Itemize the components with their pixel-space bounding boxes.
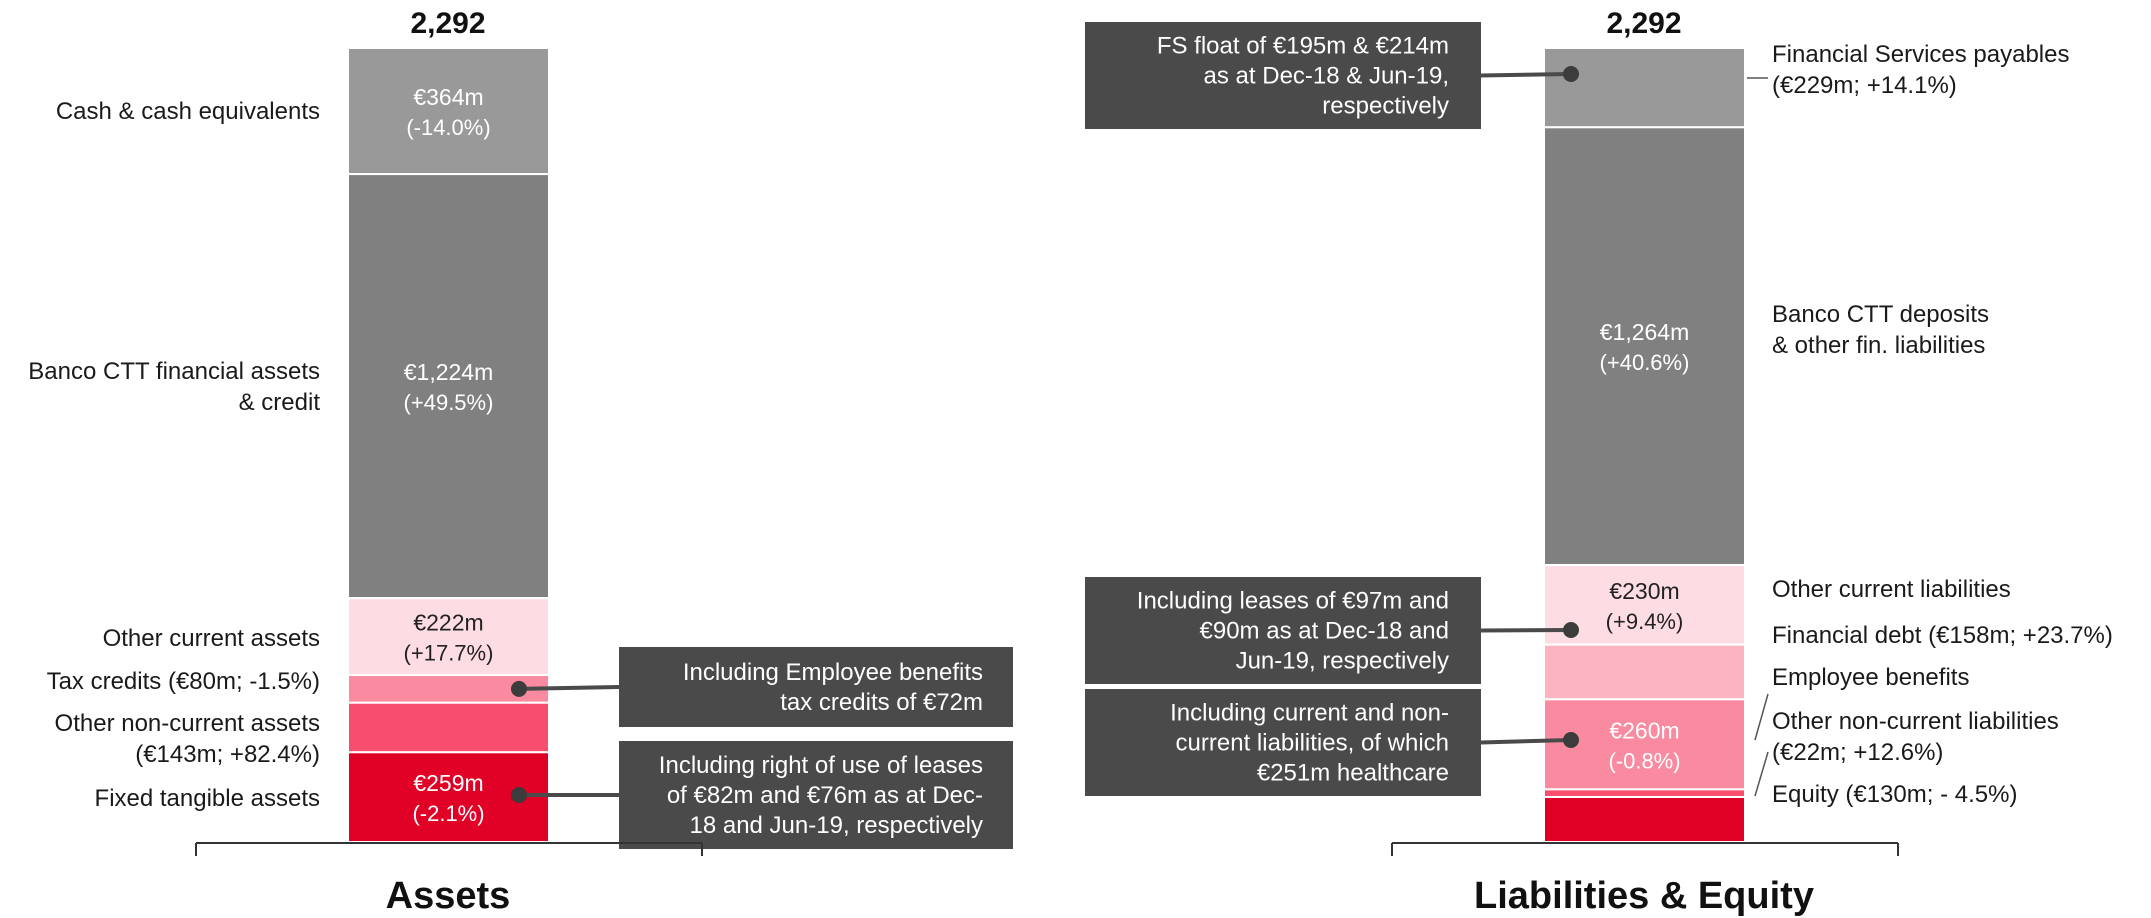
callout-text: Including current and non-current liabil… [1170, 700, 1449, 787]
bar-segment [1543, 643, 1746, 701]
leader-line [1754, 751, 1769, 797]
total-label: 2,292 [1606, 7, 1681, 40]
bar-segment [1543, 47, 1746, 129]
segment-value-label: €364m [413, 84, 483, 110]
chart-title: Liabilities & Equity [1474, 875, 1814, 917]
segment-value-label: €1,264m [1600, 319, 1690, 345]
bar-segment [347, 597, 550, 677]
category-label: Cash & cash equivalents [56, 98, 320, 125]
bar-segment [347, 47, 550, 176]
category-label: Tax credits (€80m; -1.5%) [47, 668, 320, 695]
category-label: Fixed tangible assets [95, 785, 320, 812]
callout-connector [1480, 738, 1572, 745]
liabilities-equity-bar-chart: 2,292 €1,264m (+40.6%) €230m (+9.4%) €260m (-0… [1085, 7, 2113, 917]
category-label: Banco CTT deposits & other fin. liabiliti… [1772, 301, 1989, 359]
category-label: Other current assets [103, 625, 320, 652]
callout-text: Including Employee benefits tax credits o… [683, 659, 983, 716]
callout-dot [1563, 732, 1579, 748]
segment-change-label: (-0.8%) [1608, 748, 1680, 773]
callout-box [1085, 22, 1481, 129]
callout-dot [1563, 622, 1579, 638]
callout-dot [1563, 66, 1579, 82]
callout-text: Including right of use of leases of €82m … [659, 752, 983, 839]
callout-connector [518, 685, 620, 691]
segment-change-label: (-2.1%) [412, 801, 484, 826]
segment-value-label: €230m [1609, 578, 1679, 604]
segment-change-label: (+17.7%) [404, 641, 494, 666]
callout-dot [511, 787, 527, 803]
category-label: Banco CTT financial assets & credit [28, 358, 320, 416]
callout-box [619, 647, 1013, 727]
leader-line [1754, 693, 1769, 741]
category-label: Financial debt (€158m; +23.7%) [1772, 622, 2113, 649]
segment-value-label: €222m [413, 610, 483, 636]
category-label: Financial Services payables (€229m; +14.1… [1772, 41, 2069, 99]
callout-text: FS float of €195m & €214m as at Dec-18 & … [1157, 33, 1449, 120]
segment-value-label: €260m [1609, 717, 1679, 743]
callout-box [1085, 577, 1481, 684]
segment-change-label: (+49.5%) [404, 390, 494, 415]
total-label: 2,292 [410, 7, 485, 40]
bar-segment [1543, 788, 1746, 798]
category-label: Other non-current liabilities (€22m; +12.… [1772, 708, 2059, 766]
bar-segment [1543, 126, 1746, 566]
chart-title: Assets [386, 875, 511, 917]
segment-value-label: €259m [413, 770, 483, 796]
callout-box [619, 741, 1013, 849]
segment-change-label: (-14.0%) [406, 115, 490, 140]
segment-value-label: €1,224m [404, 359, 494, 385]
callout-connector [1480, 72, 1572, 78]
category-label: Other current liabilities [1772, 576, 2011, 603]
segment-change-label: (+40.6%) [1600, 350, 1690, 375]
bar-segment [1543, 795, 1746, 844]
bar-segment [347, 701, 550, 754]
category-label: Equity (€130m; - 4.5%) [1772, 781, 2017, 808]
callout-dot [511, 680, 527, 697]
assets-bar-chart: 2,292 €364m (-14.0%) €1,224m (+49.5%) €222m (+… [28, 7, 1013, 917]
callout-box [1085, 689, 1481, 796]
callout-text: Including leases of €97m and €90m as at D… [1137, 588, 1449, 675]
category-label: Other non-current assets (€143m; +82.4%) [55, 710, 320, 768]
callout-connector [1480, 628, 1572, 633]
segment-change-label: (+9.4%) [1606, 609, 1684, 634]
category-label: Employee benefits [1772, 664, 1969, 691]
bar-segment [347, 173, 550, 600]
